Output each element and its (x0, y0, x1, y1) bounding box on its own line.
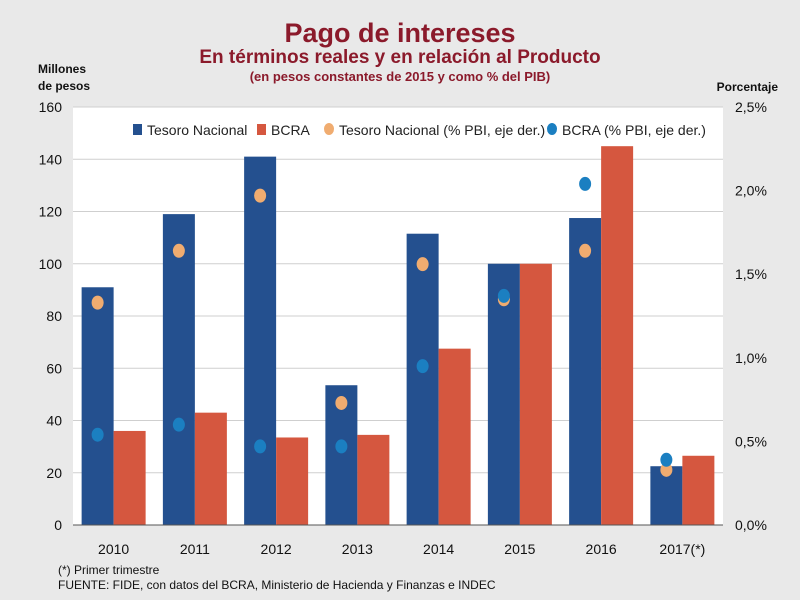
bar-bcra (601, 146, 634, 525)
bar-bcra (113, 430, 146, 525)
right-tick-label: 2,0% (735, 183, 767, 199)
left-tick-label: 80 (46, 308, 62, 324)
bar-bcra (276, 437, 309, 525)
dot-bcra-pct (254, 439, 267, 454)
bar-bcra (519, 263, 552, 525)
legend-marker (324, 123, 334, 135)
bar-tesoro (81, 287, 114, 525)
left-tick-label: 40 (46, 413, 62, 429)
left-tick-label: 160 (39, 99, 63, 115)
legend-label: BCRA (% PBI, eje der.) (562, 122, 706, 138)
chart-title: Pago de intereses (284, 18, 516, 48)
legend-label: Tesoro Nacional (147, 122, 247, 138)
left-axis-label-line1: Millones (38, 62, 87, 76)
left-tick-label: 100 (39, 256, 63, 272)
footnote: (*) Primer trimestre (58, 563, 160, 577)
legend-marker (547, 123, 557, 135)
x-tick-label: 2011 (180, 541, 210, 557)
bar-tesoro (406, 233, 439, 526)
dot-tesoro-pct (416, 257, 429, 272)
left-tick-label: 0 (54, 517, 62, 533)
dot-tesoro-pct (254, 188, 267, 203)
x-tick-label: 2016 (586, 541, 617, 557)
legend-label: Tesoro Nacional (% PBI, eje der.) (339, 122, 545, 138)
left-tick-label: 140 (39, 151, 63, 167)
dot-tesoro-pct (660, 462, 673, 477)
dot-bcra-pct (335, 439, 348, 454)
dot-bcra-pct (660, 452, 673, 467)
x-tick-label: 2012 (261, 541, 292, 557)
dot-bcra-pct (416, 359, 429, 374)
bar-tesoro (244, 156, 277, 525)
legend-label: BCRA (271, 122, 311, 138)
bar-tesoro (487, 263, 520, 525)
left-tick-label: 120 (39, 204, 63, 220)
bar-bcra (357, 434, 390, 525)
bar-tesoro (569, 218, 602, 525)
source-note: FUENTE: FIDE, con datos del BCRA, Minist… (58, 578, 496, 592)
right-tick-label: 2,5% (735, 99, 767, 115)
dot-tesoro-pct (335, 395, 348, 410)
dot-bcra-pct (579, 176, 592, 191)
x-tick-label: 2015 (504, 541, 535, 557)
left-tick-label: 60 (46, 360, 62, 376)
x-tick-label: 2013 (342, 541, 373, 557)
bar-tesoro (162, 214, 195, 526)
legend-marker (257, 124, 266, 135)
right-tick-label: 1,0% (735, 350, 767, 366)
right-tick-label: 1,5% (735, 266, 767, 282)
x-tick-label: 2014 (423, 541, 454, 557)
bar-bcra (194, 412, 227, 525)
right-tick-label: 0,5% (735, 433, 767, 449)
chart-subtitle: En términos reales y en relación al Prod… (199, 47, 601, 68)
left-axis-label-line2: de pesos (38, 79, 91, 93)
bar-bcra (438, 348, 471, 525)
left-tick-label: 20 (46, 465, 62, 481)
dot-tesoro-pct (91, 295, 104, 310)
dot-bcra-pct (497, 288, 510, 303)
left-axis-label: Millones de pesos (38, 61, 90, 95)
bar-bcra (682, 455, 715, 525)
right-axis-label: Porcentaje (716, 80, 778, 94)
dot-bcra-pct (172, 417, 185, 432)
dot-bcra-pct (91, 427, 104, 442)
dot-tesoro-pct (579, 243, 592, 258)
x-tick-label: 2017(*) (659, 541, 705, 557)
dot-tesoro-pct (172, 243, 185, 258)
legend-marker (133, 124, 142, 135)
chart-note: (en pesos constantes de 2015 y como % de… (249, 69, 551, 84)
x-tick-label: 2010 (98, 541, 129, 557)
right-tick-label: 0,0% (735, 517, 767, 533)
